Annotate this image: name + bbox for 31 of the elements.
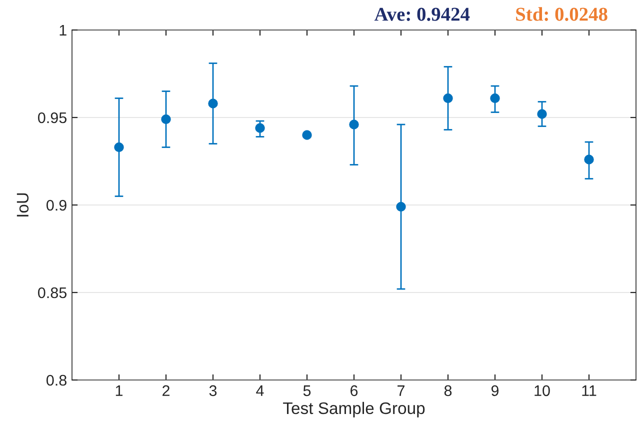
text: Std: 0.0248 xyxy=(516,7,608,21)
y-tick-label: 1 xyxy=(60,25,66,36)
y-axis-title: IoU xyxy=(16,193,29,216)
x-tick-label: 9 xyxy=(491,385,499,396)
text: Ave: 0.9424 xyxy=(374,8,470,21)
point xyxy=(208,98,218,108)
point xyxy=(537,109,547,119)
point xyxy=(302,130,312,140)
x-tick-label: 3 xyxy=(209,385,217,396)
point xyxy=(114,142,124,152)
point xyxy=(161,114,171,124)
y-tick-label: 0.8 xyxy=(46,374,66,386)
x-tick-label: 4 xyxy=(256,385,264,396)
point xyxy=(584,154,594,164)
y-tick-label: 0.85 xyxy=(38,287,66,298)
y-tick-label: 0.95 xyxy=(38,112,66,124)
y-tick-label: 0.9 xyxy=(46,200,66,211)
x-tick-label: 8 xyxy=(444,385,452,396)
x-tick-label: 11 xyxy=(582,385,596,396)
x-tick-label: 2 xyxy=(162,385,170,396)
point xyxy=(349,120,359,130)
x-tick-label: 6 xyxy=(350,385,358,396)
x-tick-label: 7 xyxy=(398,385,404,396)
point xyxy=(396,202,406,212)
point xyxy=(490,93,500,104)
x-tick-label: 1 xyxy=(116,385,123,396)
x-axis-title: Test Sample Group xyxy=(283,402,425,418)
x-tick-label: 10 xyxy=(534,385,550,396)
point xyxy=(443,93,453,104)
x-tick-label: 5 xyxy=(303,385,311,396)
point xyxy=(255,123,265,133)
